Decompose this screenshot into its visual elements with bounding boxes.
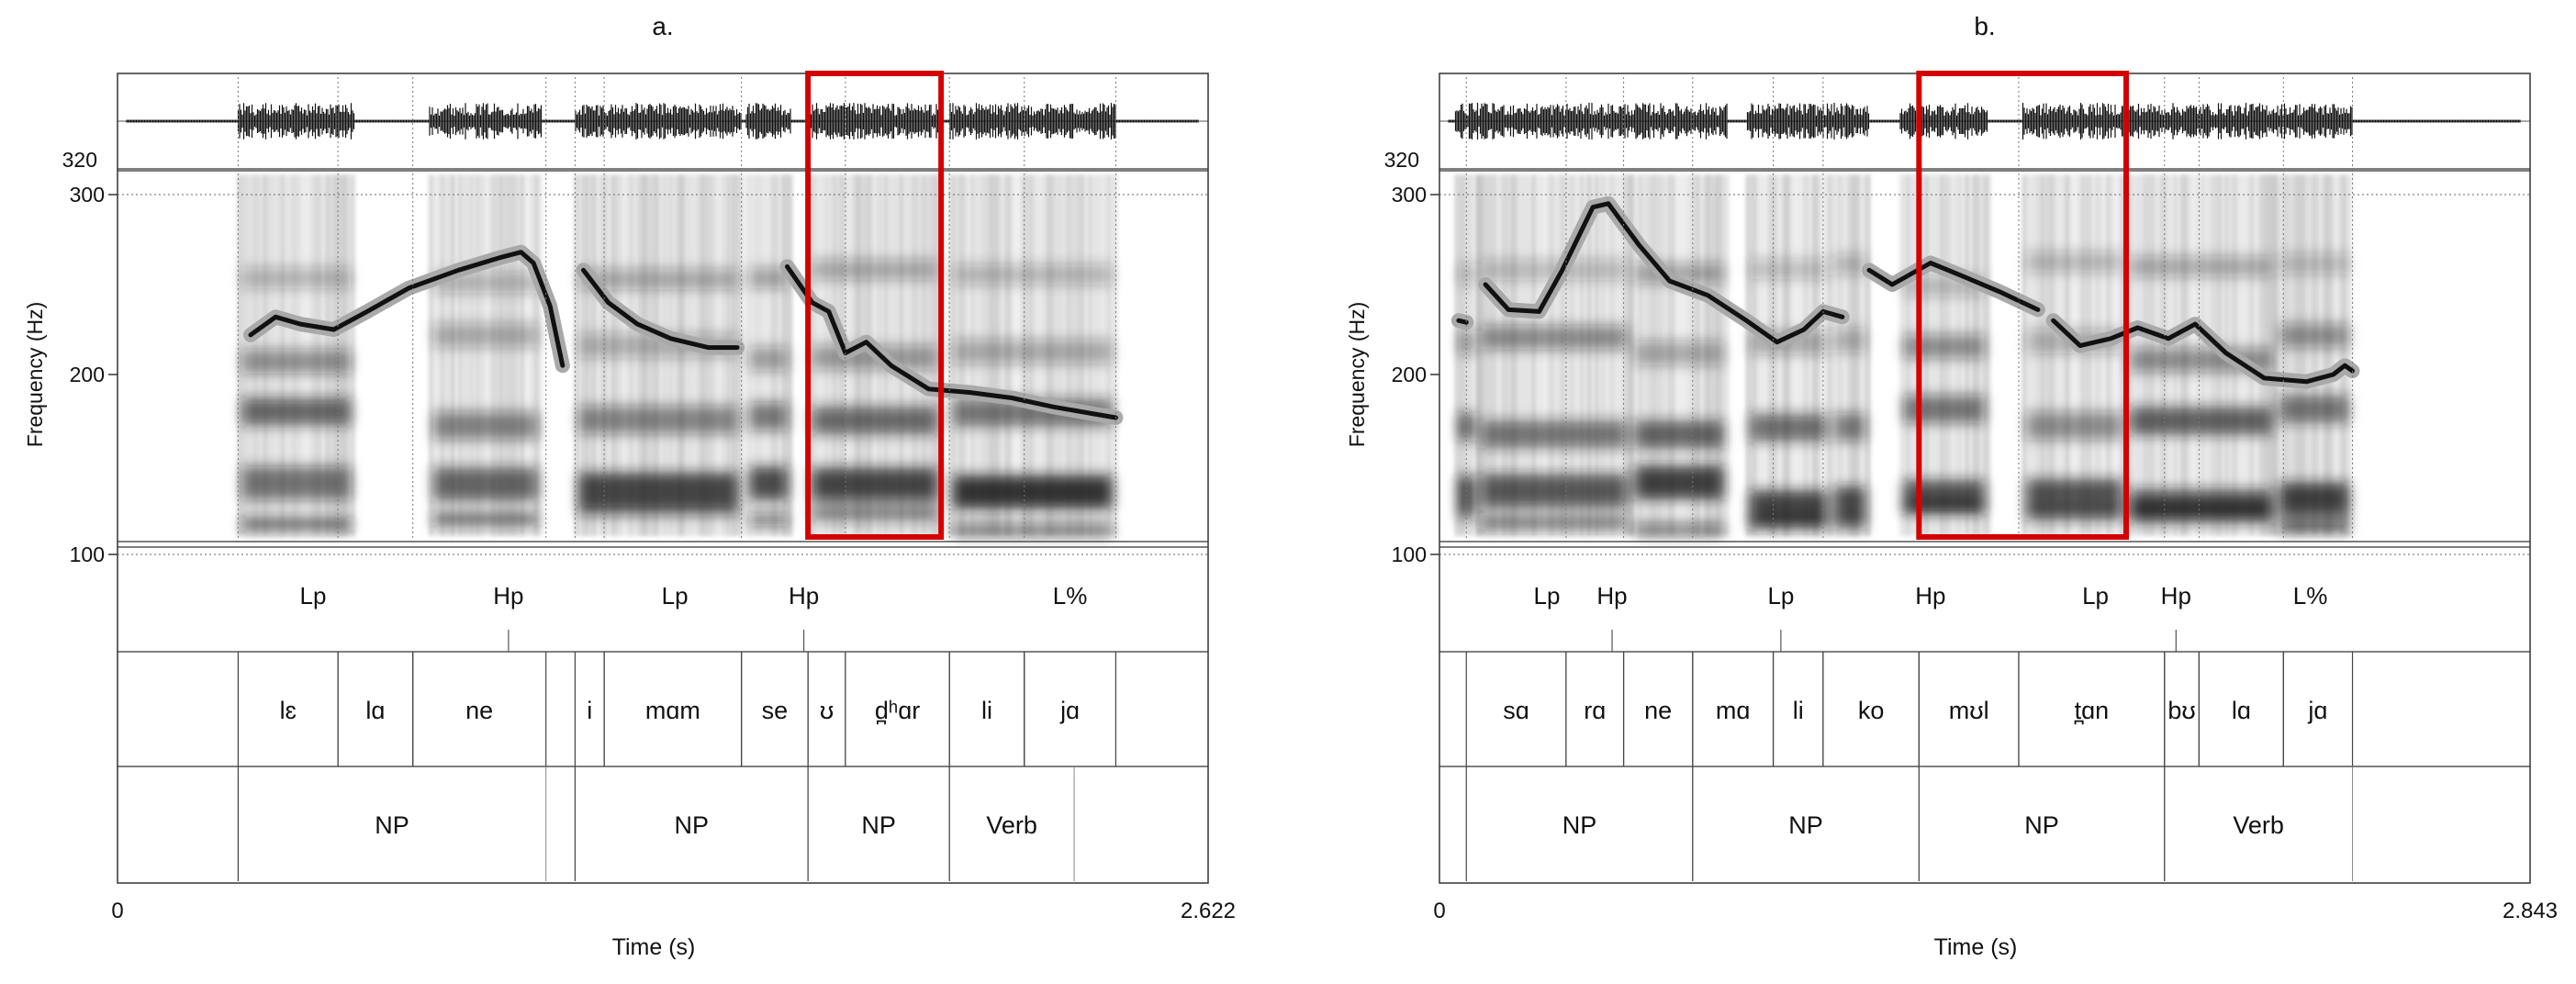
syllable-label: i bbox=[587, 697, 592, 724]
pitch-track-2 bbox=[1866, 261, 2041, 312]
panel-a: a. 100 200 300 320 Frequency (Hz) Lp Hp Lp Hp L% lɛ… bbox=[23, 12, 1236, 960]
syllable-label: lɑ bbox=[365, 697, 385, 724]
pitch-track-3 bbox=[2051, 318, 2355, 385]
waveform bbox=[118, 103, 1208, 140]
x-axis-label: Time (s) bbox=[612, 934, 696, 960]
pitch-track-1 bbox=[581, 267, 740, 351]
pitch-ceiling-label: 320 bbox=[1384, 148, 1419, 172]
tone-label: Hp bbox=[789, 582, 819, 609]
time-end-label: 2.622 bbox=[1181, 899, 1236, 923]
pitch-track-1 bbox=[1483, 201, 1845, 345]
syllable-label: mɑm bbox=[645, 697, 700, 724]
tone-label: Hp bbox=[1596, 582, 1627, 609]
time-start-label: 0 bbox=[111, 899, 123, 923]
syllable-label: ko bbox=[1858, 697, 1885, 724]
phrase-label: NP bbox=[1562, 811, 1597, 839]
syllable-label: d̪ʰɑr bbox=[875, 697, 920, 725]
highlight-box bbox=[805, 71, 945, 540]
y-tick-label: 100 bbox=[70, 542, 105, 566]
phrase-label: NP bbox=[675, 811, 710, 839]
pitch-ceiling-label: 320 bbox=[62, 148, 97, 172]
syllable-label: lɛ bbox=[280, 697, 297, 724]
y-axis-label: Frequency (Hz) bbox=[23, 302, 47, 447]
y-tick-label: 100 bbox=[1392, 542, 1427, 566]
syllable-label: t̪ɑn bbox=[2075, 697, 2110, 725]
syllable-label: li bbox=[981, 697, 992, 724]
y-tick-label: 200 bbox=[1392, 363, 1427, 386]
phrase-label: NP bbox=[375, 811, 409, 839]
tone-label: Lp bbox=[1767, 582, 1794, 609]
tone-label: Hp bbox=[493, 582, 523, 609]
syllable-label: jɑ bbox=[1059, 697, 1080, 724]
syllable-label: ne bbox=[1644, 697, 1672, 724]
tone-label: Lp bbox=[662, 582, 689, 609]
tone-label: L% bbox=[2293, 582, 2328, 609]
tone-label: L% bbox=[1053, 582, 1088, 609]
y-tick-label: 200 bbox=[70, 363, 105, 386]
panel-title: a. bbox=[652, 12, 673, 40]
syllable-label: se bbox=[762, 697, 789, 724]
syllable-label: mɑ bbox=[1716, 697, 1751, 724]
syllable-label: rɑ bbox=[1584, 697, 1606, 724]
plot-frame bbox=[117, 73, 1209, 884]
syllable-label: jɑ bbox=[2307, 697, 2327, 724]
tone-label: Hp bbox=[1915, 582, 1945, 609]
y-tick-label: 300 bbox=[70, 183, 105, 207]
syllable-label: mʊl bbox=[1949, 697, 1989, 724]
tone-label: Hp bbox=[2161, 582, 2191, 609]
phrase-label: NP bbox=[2024, 811, 2059, 839]
waveform bbox=[1439, 103, 2530, 140]
phrase-label: NP bbox=[1788, 811, 1823, 839]
tone-label: Lp bbox=[1534, 582, 1561, 609]
pitch-track-0 bbox=[248, 250, 566, 368]
syllable-label: bʊ bbox=[2167, 697, 2195, 724]
pitch-track-2 bbox=[785, 263, 1118, 420]
y-axis-label: Frequency (Hz) bbox=[1345, 302, 1369, 447]
phrase-label: Verb bbox=[986, 811, 1037, 839]
syllable-label: ʊ bbox=[820, 697, 834, 724]
syllable-label: sɑ bbox=[1503, 697, 1529, 724]
phrase-label: Verb bbox=[2233, 811, 2284, 839]
phrase-label: NP bbox=[861, 811, 896, 839]
panel-title: b. bbox=[1974, 12, 1995, 40]
tone-label: Lp bbox=[299, 582, 326, 609]
x-axis-label: Time (s) bbox=[1934, 934, 2018, 960]
panel-b: b. 100 200 300 320 Frequency (Hz) Lp Hp Lp Hp Lp Hp… bbox=[1345, 12, 2558, 960]
pitch-track-0 bbox=[1456, 318, 1469, 325]
y-tick-label: 300 bbox=[1392, 183, 1427, 207]
spectrogram-formants bbox=[241, 259, 1113, 537]
syllable-label: ne bbox=[465, 697, 493, 724]
syllable-label: li bbox=[1793, 697, 1804, 724]
tone-label: Lp bbox=[2082, 582, 2109, 609]
time-end-label: 2.843 bbox=[2503, 899, 2558, 923]
syllable-label: lɑ bbox=[2232, 697, 2251, 724]
time-start-label: 0 bbox=[1433, 899, 1445, 923]
highlight-box bbox=[1916, 71, 2129, 540]
